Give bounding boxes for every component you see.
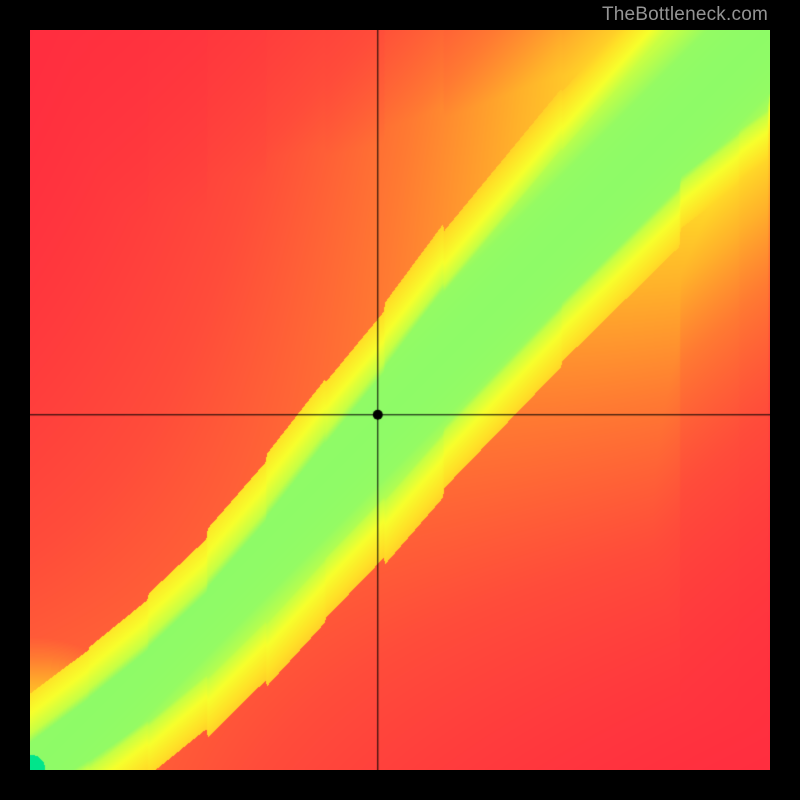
heatmap-canvas xyxy=(30,30,770,770)
bottleneck-heatmap xyxy=(30,30,770,770)
attribution-text: TheBottleneck.com xyxy=(602,4,768,26)
